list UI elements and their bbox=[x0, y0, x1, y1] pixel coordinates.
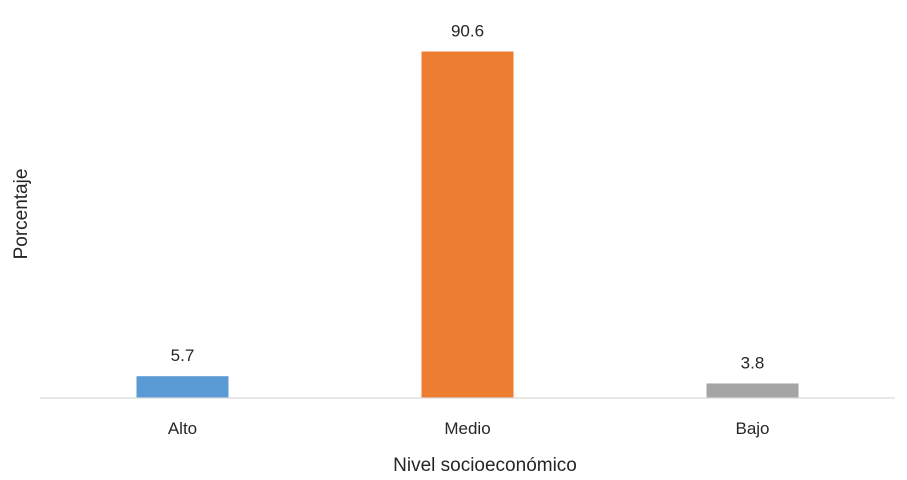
labels-group: 5.7 Alto 90.6 Medio 3.8 Bajo bbox=[168, 22, 770, 439]
data-label-medio: 90.6 bbox=[451, 22, 484, 41]
x-tick-label-bajo: Bajo bbox=[735, 419, 769, 438]
bars-group bbox=[136, 51, 799, 398]
data-label-bajo: 3.8 bbox=[741, 353, 765, 372]
y-axis-title: Porcentaje bbox=[11, 169, 32, 260]
x-tick-label-alto: Alto bbox=[168, 419, 197, 438]
x-axis-title: Nivel socioeconómico bbox=[393, 455, 577, 476]
bar-alto bbox=[136, 376, 229, 398]
bar-bajo bbox=[706, 383, 799, 398]
x-tick-label-medio: Medio bbox=[444, 419, 490, 438]
data-label-alto: 5.7 bbox=[171, 346, 195, 365]
bar-medio bbox=[421, 51, 514, 398]
